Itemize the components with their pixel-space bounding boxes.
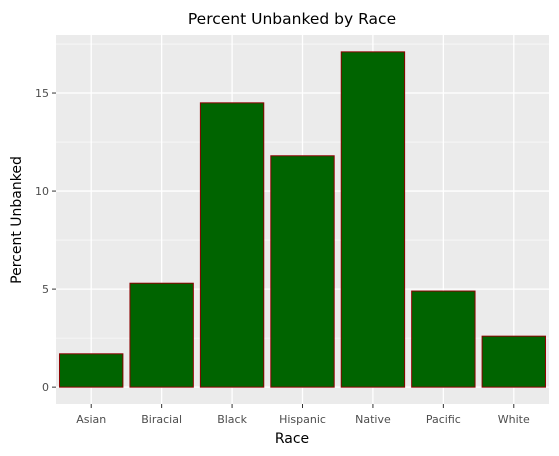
x-tick-label-white: White — [498, 413, 530, 426]
y-axis-ticks: 0 5 10 15 — [35, 87, 56, 394]
y-tick-label: 5 — [42, 283, 49, 296]
bar-biracial — [129, 282, 194, 388]
chart-title: Percent Unbanked by Race — [188, 10, 396, 28]
bar-asian — [59, 353, 124, 388]
x-tick-label-pacific: Pacific — [426, 413, 461, 426]
x-tick-label-biracial: Biracial — [141, 413, 182, 426]
bars — [59, 51, 546, 388]
x-tick-label-asian: Asian — [76, 413, 106, 426]
bar-white — [481, 335, 546, 388]
y-tick-label: 10 — [35, 185, 49, 198]
bar-hispanic — [270, 155, 335, 388]
x-axis-ticks: Asian Biracial Black Hispanic Native Pacific W… — [76, 404, 530, 426]
bar-native — [340, 51, 406, 388]
x-tick-label-black: Black — [217, 413, 247, 426]
y-tick-label: 15 — [35, 87, 49, 100]
y-axis-title: Percent Unbanked — [9, 156, 25, 284]
y-tick-label: 0 — [42, 381, 49, 394]
x-tick-label-hispanic: Hispanic — [279, 413, 326, 426]
x-tick-label-native: Native — [355, 413, 391, 426]
bar-pacific — [411, 290, 476, 388]
bar-black — [199, 102, 265, 388]
x-axis-title: Race — [275, 431, 309, 447]
